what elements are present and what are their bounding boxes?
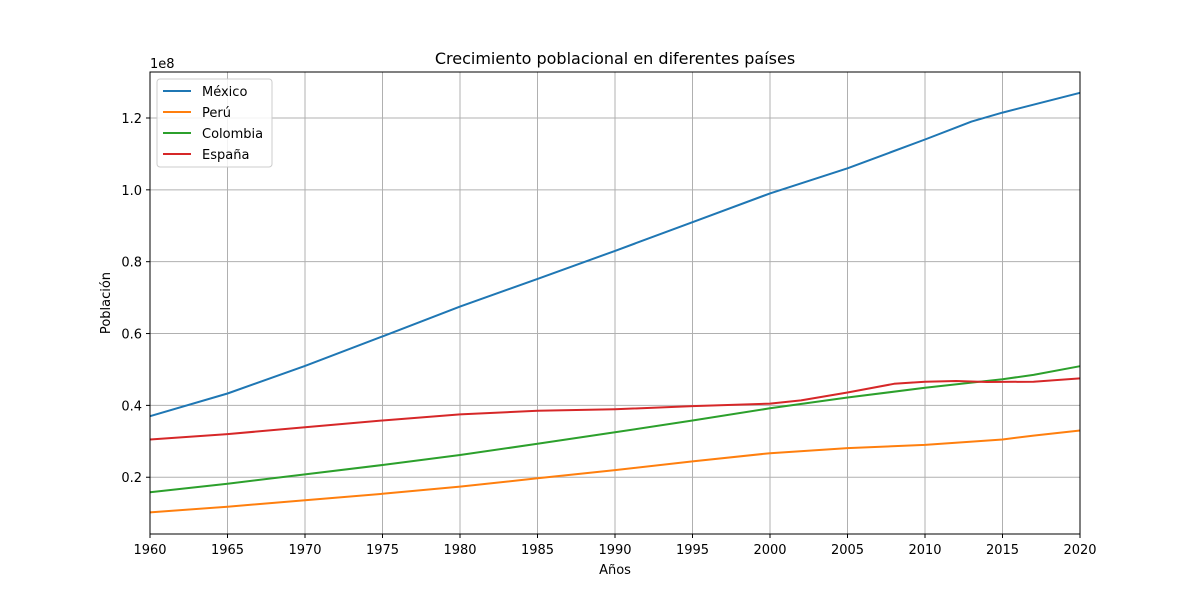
x-axis-label: Años	[599, 563, 631, 578]
series-line-3	[149, 377, 1081, 441]
legend-label: México	[202, 85, 247, 100]
legend-label: España	[202, 148, 249, 163]
y-axis-ticks: 0.2 0.4 0.6 0.8 1.0 1.2	[121, 112, 150, 486]
x-axis-ticks: 1960 1965 1970 1975 1980 1985 1990 1995 2000 2005…	[133, 534, 1097, 558]
x-tick-label: 1990	[598, 543, 631, 558]
x-tick-label: 2005	[831, 543, 864, 558]
series-line-2	[149, 365, 1081, 494]
x-tick-label: 1975	[366, 543, 399, 558]
grid	[149, 72, 1081, 534]
x-tick-label: 2015	[986, 543, 1019, 558]
series-line-1	[149, 429, 1081, 514]
legend-label: Colombia	[202, 127, 263, 142]
legend-label: Perú	[202, 106, 231, 121]
x-tick-label: 2020	[1063, 543, 1096, 558]
legend-box	[156, 78, 273, 168]
x-tick-label: 2010	[908, 543, 941, 558]
x-tick-label: 1970	[288, 543, 321, 558]
x-tick-label: 1985	[521, 543, 554, 558]
y-tick-label: 0.2	[121, 471, 142, 486]
series-lines	[149, 91, 1081, 514]
y-tick-label: 1.2	[121, 112, 142, 127]
x-tick-label: 1980	[443, 543, 476, 558]
y-offset-label: 1e8	[150, 57, 175, 72]
y-tick-label: 0.6	[121, 328, 142, 343]
x-tick-label: 1960	[133, 543, 166, 558]
y-tick-label: 0.4	[121, 399, 142, 414]
legend: México Perú Colombia España	[156, 78, 273, 168]
x-tick-label: 2000	[753, 543, 786, 558]
y-axis-label: Población	[99, 272, 114, 334]
y-tick-label: 1.0	[121, 184, 142, 199]
series-line-0	[149, 91, 1081, 418]
chart-title: Crecimiento poblacional en diferentes pa…	[435, 49, 795, 68]
y-tick-label: 0.8	[121, 256, 142, 271]
x-tick-label: 1995	[676, 543, 709, 558]
x-tick-label: 1965	[211, 543, 244, 558]
